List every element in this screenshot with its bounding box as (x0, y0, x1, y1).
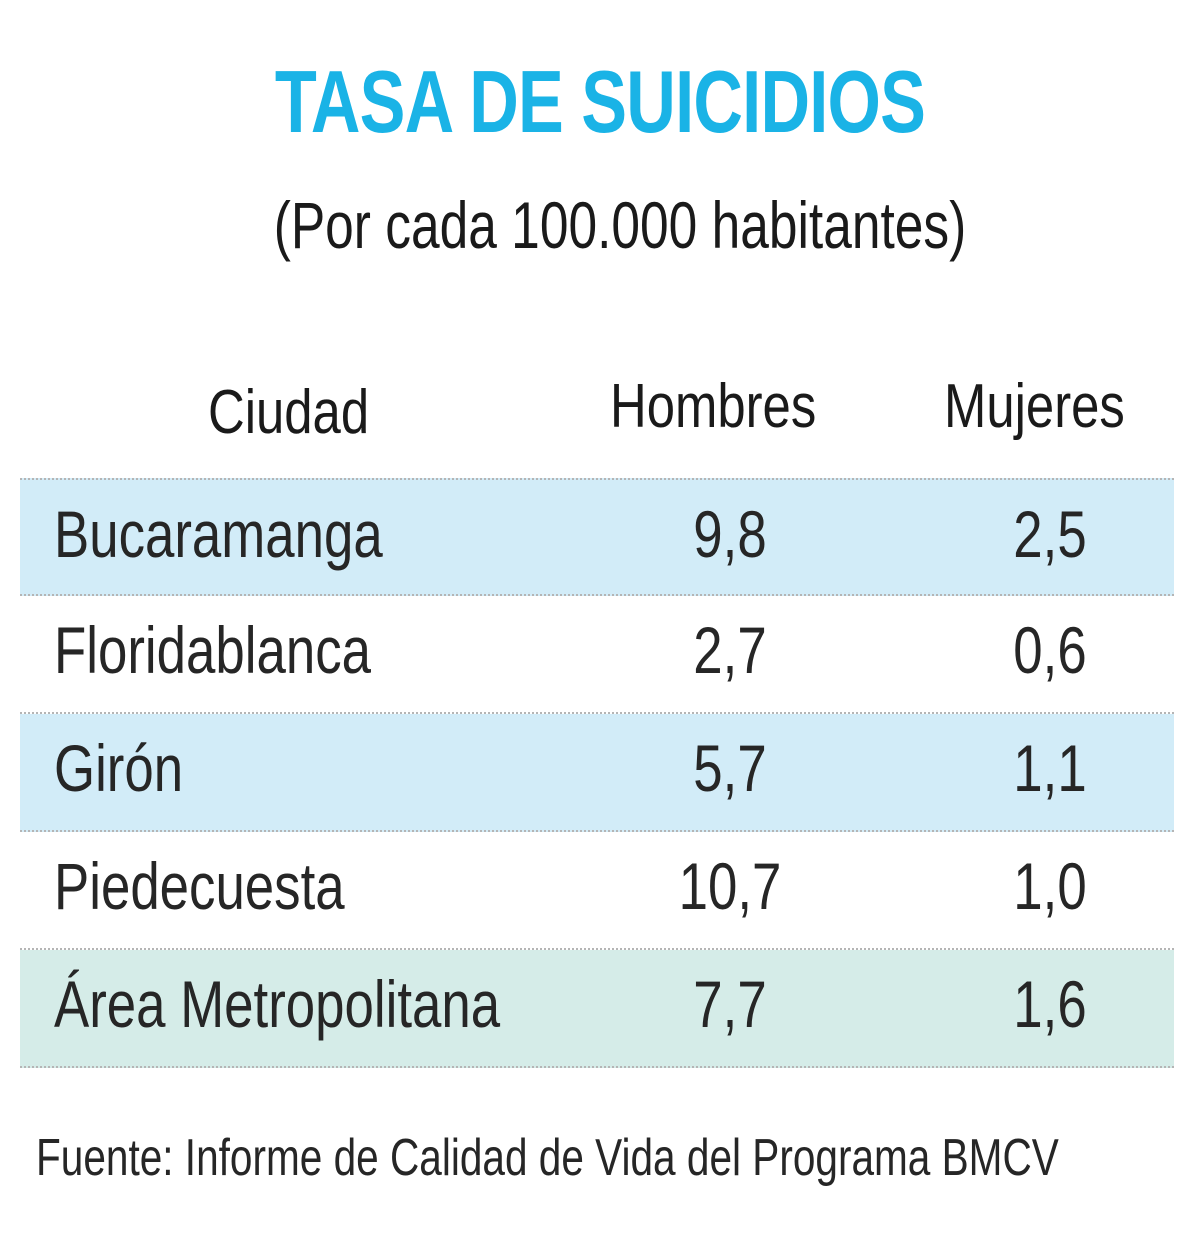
city-cell: Floridablanca (54, 613, 371, 687)
table-header: Ciudad Hombres Mujeres (20, 370, 1174, 478)
source-note: Fuente: Informe de Calidad de Vida del P… (36, 1129, 1059, 1187)
table-row: Área Metropolitana 7,7 1,6 (20, 950, 1174, 1068)
city-cell: Girón (54, 731, 184, 805)
table-row: Girón 5,7 1,1 (20, 714, 1174, 832)
column-header-women: Mujeres (944, 372, 1125, 441)
table-row: Piedecuesta 10,7 1,0 (20, 832, 1174, 950)
women-rate-cell: 1,6 (1013, 967, 1087, 1041)
table-row: Bucaramanga 9,8 2,5 (20, 478, 1174, 596)
column-header-men: Hombres (610, 372, 817, 441)
column-header-city: Ciudad (208, 378, 370, 447)
men-rate-cell: 9,8 (693, 497, 767, 571)
women-rate-cell: 2,5 (1013, 497, 1087, 571)
chart-title: TASA DE SUICIDIOS (274, 52, 926, 151)
women-rate-cell: 1,0 (1013, 849, 1087, 923)
city-cell: Piedecuesta (54, 849, 345, 923)
women-rate-cell: 0,6 (1013, 613, 1087, 687)
men-rate-cell: 2,7 (693, 613, 767, 687)
table-row: Floridablanca 2,7 0,6 (20, 596, 1174, 714)
suicide-rate-table: Ciudad Hombres Mujeres Bucaramanga 9,8 2… (20, 370, 1174, 1068)
men-rate-cell: 5,7 (693, 731, 767, 805)
chart-subtitle: (Por cada 100.000 habitantes) (273, 188, 967, 262)
men-rate-cell: 10,7 (678, 849, 782, 923)
city-cell: Bucaramanga (54, 497, 383, 571)
city-cell: Área Metropolitana (54, 967, 501, 1041)
men-rate-cell: 7,7 (693, 967, 767, 1041)
women-rate-cell: 1,1 (1013, 731, 1087, 805)
